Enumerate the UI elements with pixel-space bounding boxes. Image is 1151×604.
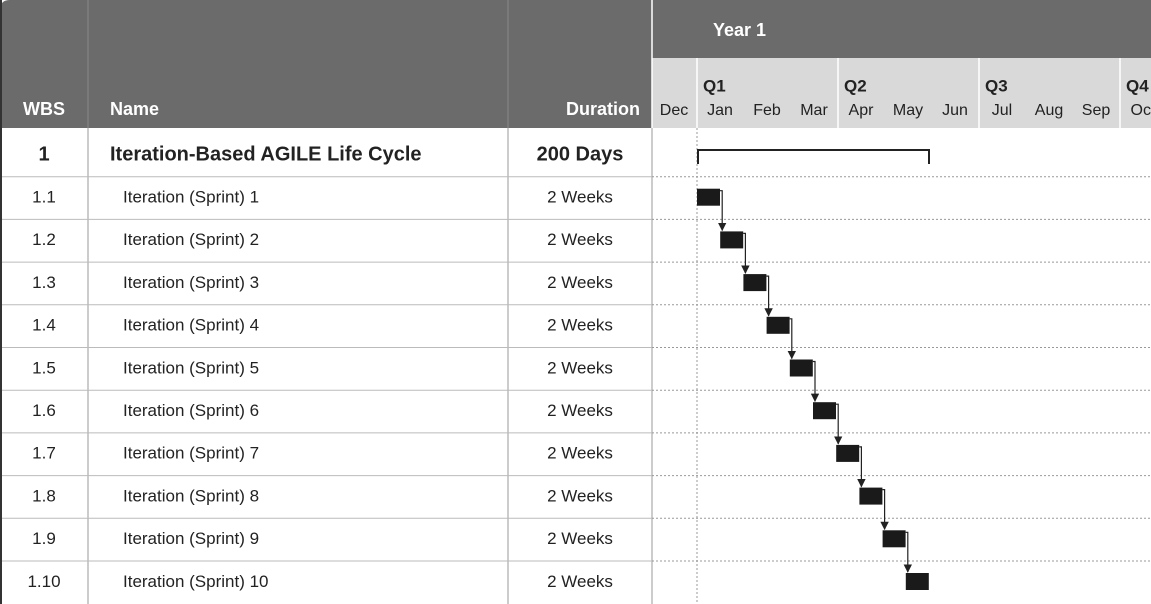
dependency-arrow xyxy=(857,446,866,488)
name-cell: Iteration (Sprint) 5 xyxy=(123,358,259,377)
dependency-arrow xyxy=(880,489,889,531)
sprint-bar xyxy=(813,402,836,420)
header-wbs: WBS xyxy=(23,99,65,119)
header-year: Year 1 xyxy=(713,20,766,40)
quarter-label: Q2 xyxy=(844,76,867,95)
wbs-cell: 1.1 xyxy=(32,188,56,207)
duration-cell: 2 Weeks xyxy=(547,230,613,249)
sprint-bar xyxy=(836,444,860,462)
month-label: Jun xyxy=(942,102,968,119)
sprint-bar xyxy=(743,274,767,292)
month-label: Feb xyxy=(753,102,781,119)
wbs-cell: 1.6 xyxy=(32,401,56,420)
month-label: Apr xyxy=(849,102,875,119)
name-cell: Iteration (Sprint) 10 xyxy=(123,572,269,591)
name-cell: Iteration (Sprint) 1 xyxy=(123,188,259,207)
wbs-cell: 1.8 xyxy=(32,486,56,505)
wbs-cell: 1 xyxy=(38,144,49,166)
duration-cell: 2 Weeks xyxy=(547,486,613,505)
sprint-bar xyxy=(697,188,720,206)
month-label: Sep xyxy=(1082,102,1111,119)
duration-cell: 200 Days xyxy=(537,144,624,166)
name-cell: Iteration (Sprint) 7 xyxy=(123,444,259,463)
sprint-bar xyxy=(766,316,790,334)
header-duration: Duration xyxy=(566,99,640,119)
month-label: Aug xyxy=(1035,102,1063,119)
dependency-arrow xyxy=(903,531,912,573)
duration-cell: 2 Weeks xyxy=(547,273,613,292)
wbs-cell: 1.9 xyxy=(32,529,56,548)
name-cell: Iteration (Sprint) 2 xyxy=(123,230,259,249)
name-cell: Iteration (Sprint) 3 xyxy=(123,273,259,292)
sprint-bar xyxy=(789,359,813,377)
duration-cell: 2 Weeks xyxy=(547,358,613,377)
month-label: Jan xyxy=(707,102,733,119)
month-label: Oct xyxy=(1131,102,1151,119)
wbs-cell: 1.10 xyxy=(27,572,60,591)
header-name: Name xyxy=(110,99,159,119)
dependency-arrow xyxy=(787,318,796,360)
name-cell: Iteration (Sprint) 4 xyxy=(123,316,259,335)
wbs-cell: 1.5 xyxy=(32,358,56,377)
name-cell: Iteration (Sprint) 6 xyxy=(123,401,259,420)
dependency-arrow xyxy=(834,403,843,445)
month-label: May xyxy=(893,102,923,119)
dependency-arrow xyxy=(764,275,773,317)
name-cell: Iteration-Based AGILE Life Cycle xyxy=(110,144,422,166)
duration-cell: 2 Weeks xyxy=(547,529,613,548)
wbs-cell: 1.3 xyxy=(32,273,56,292)
duration-cell: 2 Weeks xyxy=(547,572,613,591)
wbs-cell: 1.4 xyxy=(32,316,56,335)
wbs-cell: 1.2 xyxy=(32,230,56,249)
dependency-arrow xyxy=(741,232,750,274)
dependency-arrow xyxy=(718,190,727,232)
month-label: Mar xyxy=(800,102,828,119)
sprint-bar xyxy=(882,530,906,548)
timeline-header xyxy=(652,58,1151,128)
name-cell: Iteration (Sprint) 8 xyxy=(123,486,259,505)
quarter-label: Q3 xyxy=(985,76,1008,95)
month-label: Dec xyxy=(660,102,688,119)
month-label: Jul xyxy=(992,102,1012,119)
duration-cell: 2 Weeks xyxy=(547,444,613,463)
duration-cell: 2 Weeks xyxy=(547,316,613,335)
duration-cell: 2 Weeks xyxy=(547,188,613,207)
wbs-cell: 1.7 xyxy=(32,444,56,463)
sprint-bar xyxy=(905,573,929,590)
sprint-bar xyxy=(859,487,883,505)
name-cell: Iteration (Sprint) 9 xyxy=(123,529,259,548)
sprint-bar xyxy=(720,231,744,249)
summary-bracket xyxy=(697,149,930,164)
quarter-label: Q1 xyxy=(703,76,726,95)
duration-cell: 2 Weeks xyxy=(547,401,613,420)
quarter-label: Q4 xyxy=(1126,76,1149,95)
dependency-arrow xyxy=(810,360,820,403)
